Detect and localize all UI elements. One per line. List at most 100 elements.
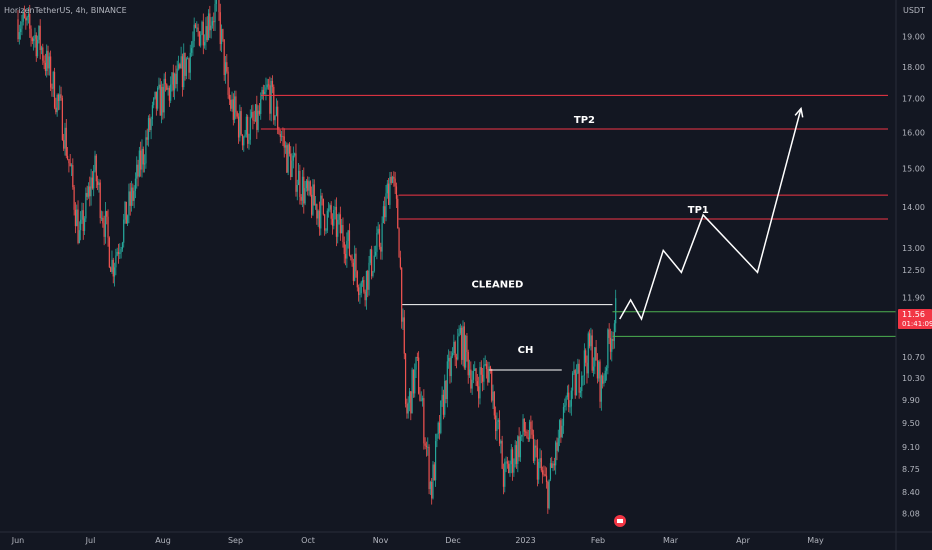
candle-body [158,84,160,88]
candle-body [373,255,375,272]
candle-body [604,370,606,382]
candle-body [421,398,424,401]
candle-body [133,190,135,201]
candle-body [496,421,498,432]
candle-body [100,217,103,219]
candle-body [230,99,232,109]
y-tick-label: 9.10 [902,443,920,452]
candle-body [505,461,507,463]
candle-body [124,201,126,220]
candle-body [547,481,549,509]
candle-body [270,80,272,114]
candle-body [33,38,35,42]
candle-body [444,380,446,415]
candle-body [595,347,597,361]
candle-body [335,206,338,237]
candle-body [408,391,411,403]
candle-body [188,58,190,73]
candle-body [120,249,122,253]
candle-body [542,470,544,475]
y-tick-label: 8.75 [902,465,920,474]
candle-body [560,420,562,438]
candle-body [557,438,559,451]
candle-body [18,32,20,40]
candle-body [99,182,101,219]
candle-body [509,464,511,473]
candle-body [440,400,442,433]
candle-body [305,180,308,189]
candle-layer [17,0,617,514]
candle-body [605,368,608,371]
candle-body [110,267,112,272]
candle-body [128,191,130,216]
candle-body [301,176,304,201]
candle-body [488,366,490,383]
candle-body [414,369,416,394]
candle-body [607,329,609,369]
candle-body [343,242,345,255]
x-tick-label: Jun [11,536,25,545]
candle-body [326,210,328,231]
candle-body [102,217,104,224]
candle-body [437,422,439,435]
candle-body [495,415,497,432]
candle-body [358,287,360,295]
candle-body [43,60,45,63]
candle-body [292,155,294,161]
candle-body [211,21,214,26]
candle-body [418,357,420,394]
candle-body [227,71,229,95]
candle-body [66,155,69,160]
candle-body [179,64,181,69]
candle-body [93,170,95,189]
candle-body [391,176,394,183]
candle-body [288,144,291,154]
candle-body [350,255,352,258]
price-badge-price: 11.56 [902,310,925,319]
candle-body [569,406,571,408]
flag-icon[interactable] [614,515,626,527]
candle-body [245,116,247,135]
candle-body [237,116,240,138]
candle-body [132,187,134,201]
candle-body [483,365,485,382]
candle-body [474,368,476,371]
candle-body [56,94,58,113]
candle-body [521,434,523,437]
candle-body [299,170,301,197]
candle-body [197,27,199,32]
level-layer: TP2 TP1 CLEANED CH [260,94,896,371]
candle-body [334,206,336,210]
projection-layer [619,106,804,321]
candle-body [415,357,417,370]
candle-body [361,280,364,283]
candle-body [142,148,144,165]
candle-body [425,445,428,447]
candle-body [467,352,469,376]
candle-body [192,41,194,49]
candle-body [308,181,310,191]
candle-body [34,35,36,39]
candle-body [395,186,398,199]
candle-body [339,214,341,234]
candle-body [86,193,88,197]
candle-body [279,134,281,137]
candle-body [590,335,592,347]
candle-body [598,361,600,379]
candle-body [146,137,148,140]
candle-body [55,107,57,113]
candle-body [420,400,422,402]
candle-body [562,406,565,426]
candle-body [22,12,24,22]
candle-body [333,209,335,226]
candle-body [506,461,508,464]
candle-body [63,140,65,149]
candle-body [428,446,430,490]
candle-body [450,356,452,377]
candle-body [372,271,374,277]
candle-body [412,369,415,394]
candle-body [459,327,461,334]
candle-body [424,443,426,446]
